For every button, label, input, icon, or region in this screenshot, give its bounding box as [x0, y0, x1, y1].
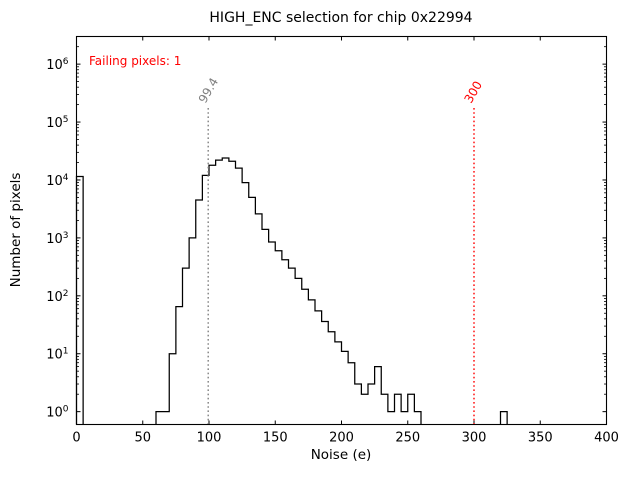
y-tick-label: 106 — [46, 57, 69, 73]
x-tick-label: 300 — [462, 431, 487, 446]
x-axis-label: Noise (e) — [311, 447, 372, 463]
x-tick-label: 150 — [263, 431, 288, 446]
y-tick-label: 100 — [46, 405, 69, 421]
y-axis-label: Number of pixels — [8, 173, 24, 288]
histogram-steps — [75, 157, 508, 425]
x-tick-label: 100 — [197, 431, 222, 446]
x-tick-label: 50 — [134, 431, 151, 446]
y-axis-ticks: 100 101 102 103 104 105 106 — [46, 57, 607, 421]
y-tick-label: 101 — [46, 347, 68, 363]
x-axis-ticks: 0 50 100 150 200 250 300 350 400 — [72, 36, 619, 446]
y-tick-label: 104 — [46, 173, 69, 189]
y-tick-label: 105 — [46, 115, 68, 131]
x-tick-label: 0 — [72, 431, 80, 446]
page-title: HIGH_ENC selection for chip 0x22994 — [209, 10, 472, 26]
y-tick-label: 103 — [46, 231, 68, 247]
y-tick-label: 102 — [46, 289, 68, 305]
failing-pixels-annotation: Failing pixels: 1 — [89, 54, 181, 68]
x-tick-label: 250 — [395, 431, 420, 446]
x-tick-label: 350 — [528, 431, 553, 446]
x-tick-label: 200 — [329, 431, 354, 446]
y-axis-label-group: Number of pixels — [8, 173, 24, 288]
x-tick-label: 400 — [594, 431, 619, 446]
